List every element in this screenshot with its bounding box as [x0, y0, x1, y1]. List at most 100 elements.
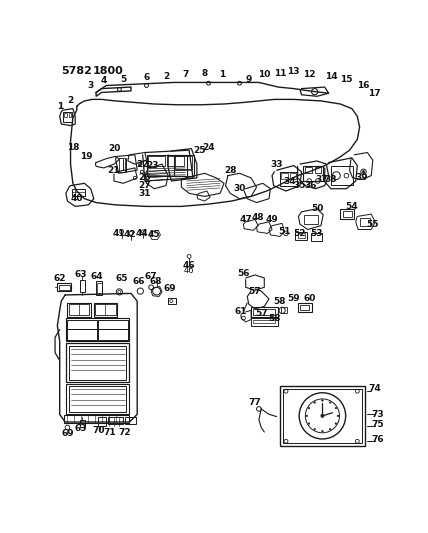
Text: 2: 2 — [68, 96, 74, 106]
Text: 51: 51 — [278, 227, 291, 236]
Text: 50: 50 — [311, 204, 323, 213]
Text: 5782: 5782 — [61, 66, 92, 76]
Text: 14: 14 — [324, 72, 337, 81]
Text: 12: 12 — [303, 70, 315, 79]
Bar — [167, 156, 184, 166]
Bar — [68, 320, 97, 329]
Bar — [108, 417, 123, 424]
Text: 53: 53 — [311, 229, 323, 238]
Bar — [303, 166, 323, 181]
Circle shape — [330, 402, 331, 403]
Bar — [280, 172, 297, 185]
Text: 60: 60 — [303, 294, 315, 303]
Text: 37: 37 — [315, 175, 328, 184]
Bar — [69, 346, 126, 379]
Text: 38: 38 — [325, 175, 337, 184]
Text: 4: 4 — [101, 76, 107, 85]
Bar — [315, 167, 321, 173]
Text: 28: 28 — [224, 166, 236, 175]
Bar — [281, 308, 287, 313]
Circle shape — [321, 414, 324, 417]
Text: 31: 31 — [139, 189, 151, 198]
Text: 9: 9 — [246, 75, 252, 84]
Text: 25: 25 — [193, 146, 205, 155]
Bar — [97, 282, 101, 294]
Bar — [148, 156, 165, 166]
Circle shape — [308, 407, 310, 409]
Circle shape — [322, 400, 323, 401]
Bar — [280, 386, 365, 446]
Bar — [69, 113, 71, 117]
Text: 75: 75 — [371, 420, 384, 429]
Text: 40: 40 — [71, 194, 83, 203]
Text: 15: 15 — [340, 75, 353, 84]
Text: 11: 11 — [273, 69, 286, 78]
Text: 44: 44 — [136, 229, 148, 238]
Circle shape — [330, 429, 331, 430]
Text: 58: 58 — [268, 313, 281, 322]
Bar — [297, 233, 305, 238]
Text: 13: 13 — [288, 67, 300, 76]
Bar — [64, 415, 129, 423]
Text: 65: 65 — [116, 273, 128, 282]
Bar — [64, 113, 68, 117]
Text: 63: 63 — [74, 424, 87, 433]
Text: 62: 62 — [54, 273, 66, 282]
Bar — [297, 303, 312, 312]
Text: 17: 17 — [368, 88, 380, 98]
Bar — [342, 211, 352, 217]
Text: 74: 74 — [369, 384, 381, 393]
Circle shape — [322, 431, 323, 432]
Circle shape — [314, 429, 315, 430]
Bar — [331, 166, 353, 185]
Bar — [253, 320, 275, 324]
Text: 34: 34 — [284, 176, 296, 185]
Text: 18: 18 — [67, 143, 79, 151]
Bar — [305, 167, 312, 173]
Bar — [69, 386, 126, 412]
Bar — [251, 318, 278, 326]
Text: 49: 49 — [266, 215, 279, 224]
Text: 64: 64 — [91, 272, 103, 281]
Text: 68: 68 — [149, 277, 162, 286]
Text: 3: 3 — [88, 81, 94, 90]
Bar — [281, 173, 288, 179]
Text: 41: 41 — [113, 229, 126, 238]
Text: 77: 77 — [249, 398, 262, 407]
Text: 76: 76 — [371, 435, 384, 444]
Text: 67: 67 — [144, 272, 157, 281]
Bar — [69, 304, 89, 315]
Bar — [95, 304, 116, 315]
Bar — [66, 343, 129, 382]
Text: 7: 7 — [182, 70, 188, 79]
Circle shape — [337, 415, 339, 417]
Text: 39: 39 — [356, 173, 368, 182]
Bar — [96, 281, 102, 295]
Bar — [175, 156, 192, 168]
Circle shape — [363, 171, 365, 173]
Text: 2: 2 — [163, 72, 169, 81]
Bar — [98, 417, 106, 426]
Text: 47: 47 — [239, 215, 252, 224]
Text: 46: 46 — [184, 266, 194, 275]
Bar — [66, 384, 129, 414]
Bar — [119, 158, 125, 172]
Bar — [168, 298, 176, 304]
Text: 55: 55 — [366, 220, 379, 229]
Text: 26: 26 — [139, 173, 151, 182]
Bar — [68, 329, 97, 340]
Circle shape — [335, 423, 337, 424]
Bar — [360, 218, 371, 225]
Text: 8: 8 — [202, 69, 208, 78]
Text: 59: 59 — [288, 294, 300, 303]
Text: 48: 48 — [252, 213, 265, 222]
Text: 33: 33 — [270, 159, 283, 168]
Bar — [66, 318, 129, 341]
Bar — [68, 303, 91, 317]
Text: 71: 71 — [103, 427, 116, 437]
Text: 46: 46 — [183, 261, 196, 270]
Text: 42: 42 — [123, 230, 136, 239]
Text: 22: 22 — [137, 159, 149, 168]
Text: 16: 16 — [357, 81, 370, 90]
Text: 23: 23 — [146, 161, 159, 170]
